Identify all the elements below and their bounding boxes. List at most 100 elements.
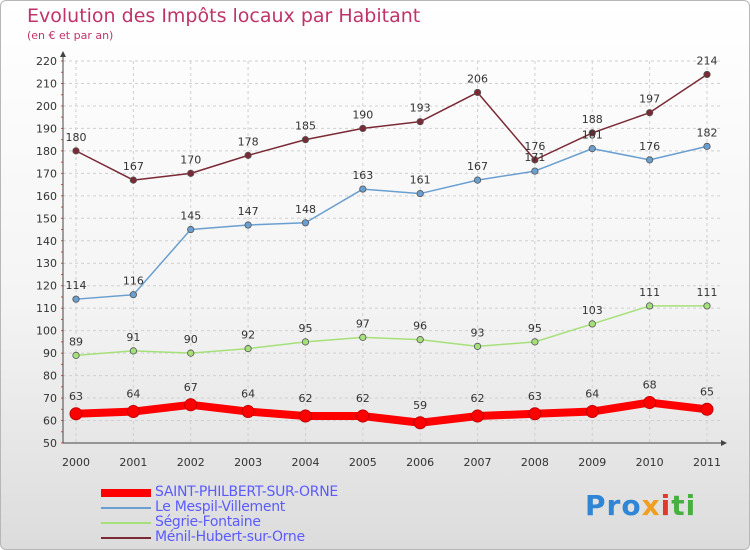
y-tick-label: 220	[36, 55, 57, 68]
data-point	[413, 416, 427, 430]
data-point	[301, 338, 310, 346]
logo-part: x	[641, 489, 661, 522]
y-tick-label: 50	[43, 437, 57, 450]
series-line	[75, 305, 708, 357]
legend-item: SAINT-PHILBERT-SUR-ORNE	[101, 485, 421, 500]
data-label: 178	[238, 135, 259, 148]
series-line	[72, 398, 711, 427]
data-label: 197	[639, 93, 660, 106]
data-label: 182	[697, 126, 718, 139]
data-point	[129, 176, 137, 184]
data-label: 206	[467, 72, 488, 85]
x-tick-label: 2003	[234, 456, 262, 469]
data-label: 185	[295, 120, 316, 133]
data-label: 193	[410, 102, 431, 115]
data-label: 111	[639, 286, 660, 299]
y-tick-label: 100	[36, 325, 57, 338]
data-label: 171	[524, 151, 545, 164]
y-tick-label: 200	[36, 100, 57, 113]
data-label: 93	[471, 326, 485, 339]
y-tick-label: 210	[36, 77, 57, 90]
x-tick-label: 2011	[693, 456, 721, 469]
data-point	[585, 405, 599, 419]
data-label: 63	[528, 390, 542, 403]
y-tick-label: 180	[36, 145, 57, 158]
y-tick-label: 130	[36, 257, 57, 270]
y-tick-label: 80	[43, 370, 57, 383]
data-labels: 63 64 67 64 62 62 59 62 63 64 68 65 114 116 145 147 148 1…	[66, 54, 718, 411]
y-tick-label: 160	[36, 190, 57, 203]
legend: SAINT-PHILBERT-SUR-ORNE Le Mespil-Villem…	[101, 485, 421, 545]
data-point	[187, 169, 195, 177]
data-label: 167	[467, 160, 488, 173]
data-point	[356, 409, 370, 423]
chart-subtitle: (en € et par an)	[27, 29, 114, 42]
data-point	[72, 351, 80, 359]
y-tick-label: 60	[43, 415, 57, 428]
chart-title: Evolution des Impôts locaux par Habitant	[27, 5, 421, 27]
data-point	[531, 156, 539, 164]
logo-part: i	[660, 489, 672, 522]
data-point	[531, 167, 539, 175]
data-point	[643, 396, 657, 410]
data-point	[298, 409, 312, 423]
data-label: 214	[697, 54, 718, 67]
data-label: 62	[356, 392, 370, 405]
data-point	[244, 345, 252, 353]
legend-label: Ménil-Hubert-sur-Orne	[155, 529, 305, 545]
data-label: 64	[126, 388, 140, 401]
legend-swatch	[101, 489, 151, 497]
data-label: 63	[69, 390, 83, 403]
data-point	[72, 147, 80, 155]
data-point	[301, 136, 310, 144]
data-point	[184, 398, 198, 412]
data-label: 176	[639, 140, 660, 153]
data-label: 65	[700, 385, 714, 398]
legend-item: Le Mespil-Villement	[101, 500, 421, 515]
data-point	[703, 302, 711, 310]
data-label: 95	[298, 322, 312, 335]
legend-swatch	[101, 537, 151, 539]
data-point	[359, 124, 367, 133]
grid	[63, 60, 721, 444]
data-label: 180	[66, 131, 87, 144]
x-tick-label: 2002	[177, 456, 205, 469]
series-line	[75, 73, 708, 181]
data-point	[359, 185, 367, 193]
data-label: 96	[413, 320, 427, 333]
legend-label: Le Mespil-Villement	[155, 499, 285, 515]
x-tick-label: 2004	[291, 456, 319, 469]
data-label: 161	[410, 174, 431, 187]
data-point	[416, 336, 424, 344]
data-point	[244, 221, 252, 229]
data-point	[531, 338, 539, 346]
data-point	[646, 156, 654, 164]
data-point	[129, 347, 137, 355]
data-label: 147	[238, 205, 259, 218]
data-label: 64	[241, 388, 255, 401]
logo-part: ti	[671, 489, 697, 522]
x-tick-label: 2001	[119, 456, 147, 469]
y-tick-label: 150	[36, 212, 57, 225]
x-tick-label: 2006	[406, 456, 434, 469]
data-point	[72, 295, 80, 303]
data-point	[473, 342, 482, 350]
data-point	[588, 320, 596, 328]
data-label: 62	[298, 392, 312, 405]
data-point	[416, 189, 424, 198]
logo-part: Pro	[585, 489, 642, 522]
data-point	[703, 70, 711, 79]
legend-swatch	[101, 507, 151, 509]
proxiti-logo: Proxiti	[585, 489, 696, 522]
legend-item: Ségrie-Fontaine	[101, 515, 421, 530]
x-tick-label: 2009	[578, 456, 606, 469]
y-tick-label: 140	[36, 235, 57, 248]
data-point	[473, 176, 482, 184]
legend-item: Ménil-Hubert-sur-Orne	[101, 530, 421, 545]
y-axis-arrow	[60, 51, 66, 57]
x-tick-label: 2007	[464, 456, 492, 469]
y-tick-label: 110	[36, 302, 57, 315]
line-chart: 50 60 70 80 90 100 110 120 130 140 150 160 170 180 190…	[36, 51, 727, 469]
data-label: 90	[184, 333, 198, 346]
